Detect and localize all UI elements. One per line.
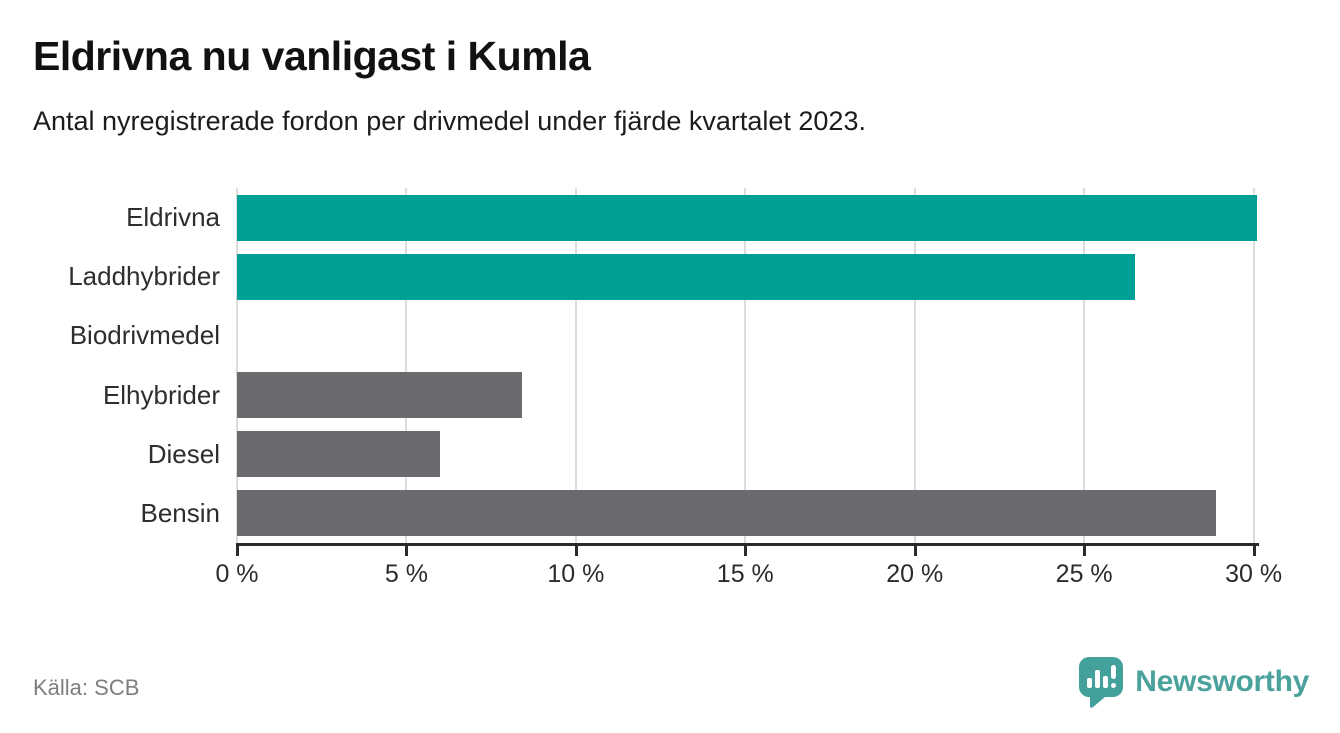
chart-subtitle: Antal nyregistrerade fordon per drivmede… [33,106,866,136]
axis-tick-label: 5 % [384,560,428,588]
axis-tick [236,546,239,556]
bar [237,194,1257,241]
axis-tick-label: 30 % [1225,560,1283,588]
bar [237,490,1217,537]
chart-title: Eldrivna nu vanligast i Kumla [33,33,591,79]
source-label: Källa: SCB [33,675,140,700]
category-label: Laddhybrider [68,261,220,292]
plot-area: Eldrivna Laddhybrider Biodrivmedel Elhybrid… [68,188,1282,588]
category-label: Biodrivmedel [69,320,220,351]
newsworthy-wordmark: Newsworthy [1135,665,1309,698]
axis-tick [744,546,748,556]
axis-tick [1083,546,1087,556]
axis-tick-label: 20 % [886,560,944,588]
newsworthy-bubble-chart-icon [1078,656,1124,709]
bar [237,253,1135,300]
gridline [1083,188,1086,543]
category-label: Eldrivna [126,202,220,232]
bar [237,431,441,478]
category-label: Bensin [140,497,221,528]
x-axis-line [236,543,1259,546]
gridline [236,188,238,543]
gridline [405,188,408,543]
gridline [744,188,747,543]
gridline [574,188,577,543]
axis-tick [1252,546,1256,556]
gridline [913,188,916,543]
axis-tick-label: 15 % [716,560,774,588]
gridline [1252,188,1255,543]
axis-tick-label: 10 % [547,560,605,588]
axis-tick [574,546,578,556]
axis-tick [405,546,409,556]
axis-tick-label: 25 % [1055,560,1113,588]
bar [237,372,522,419]
category-label: Elhybrider [102,379,220,410]
newsworthy-logo: Newsworthy [1078,655,1309,709]
axis-tick [913,546,917,556]
category-label: Diesel [147,438,220,469]
axis-tick-label: 0 % [215,560,259,588]
